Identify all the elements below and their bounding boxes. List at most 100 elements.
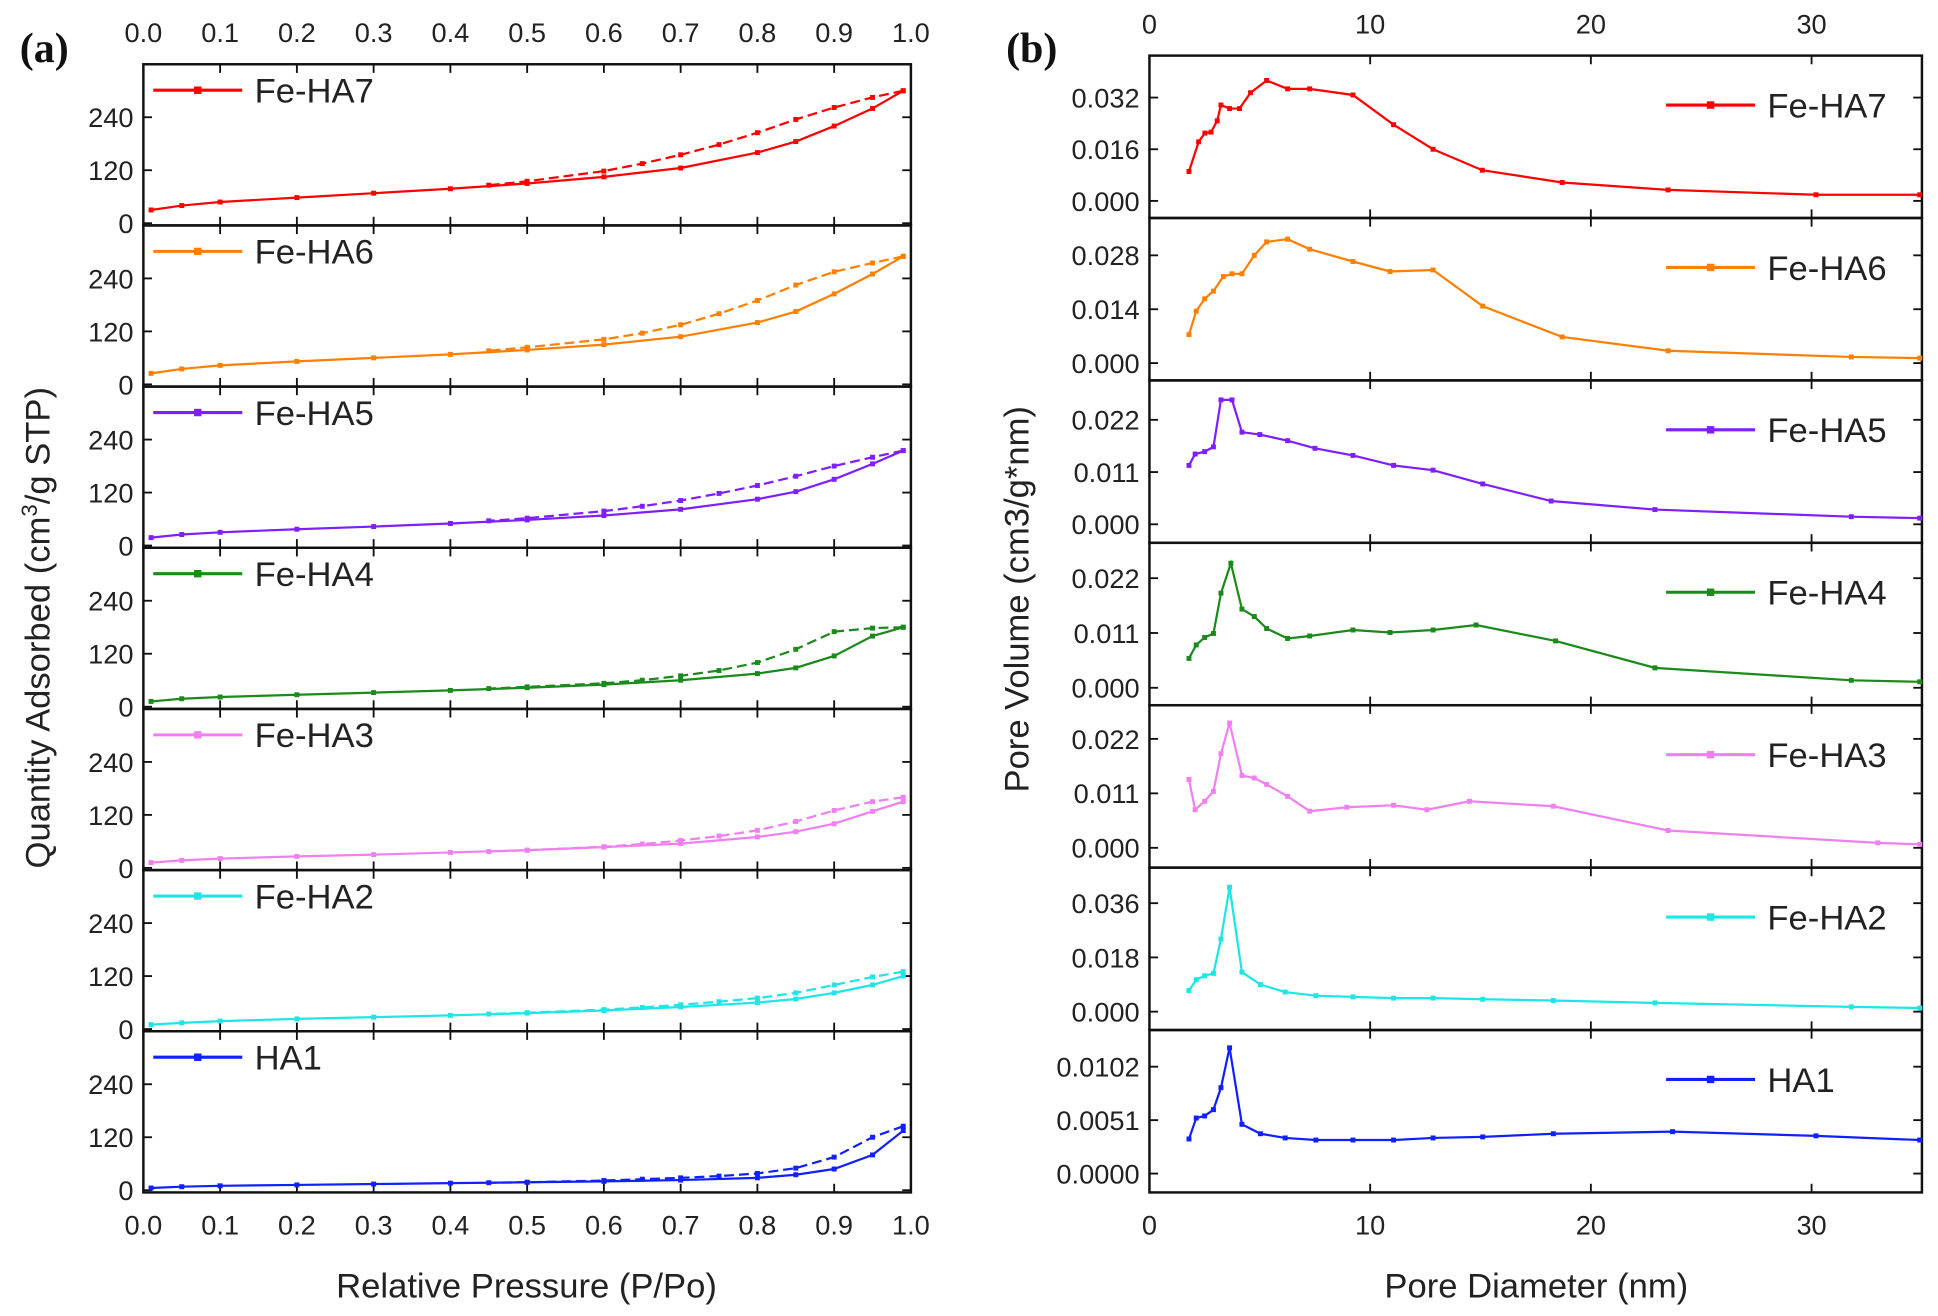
- panel-a-fe-ha7-adsorption-point: [148, 207, 154, 213]
- panel-a-fe-ha4-desorption-point: [900, 624, 906, 630]
- panel-a-fe-ha2-desorption-point: [716, 999, 722, 1005]
- panel-a-fe-ha3-adsorption-point: [447, 849, 453, 855]
- panel-b-fe-ha5-point: [1548, 498, 1554, 504]
- panel-a-y-tick-label: 240: [88, 263, 133, 294]
- panel-b-legend-label-fe-ha6: Fe-HA6: [1767, 250, 1886, 288]
- panel-a-fe-ha4-adsorption-point: [754, 671, 760, 677]
- panel-a-y-tick-label: 240: [88, 747, 133, 778]
- panel-a-fe-ha7-adsorption-point: [601, 174, 607, 180]
- panel-a-fe-ha6-desorption-point: [601, 336, 607, 342]
- panel-b-fe-ha3-point: [1875, 840, 1881, 846]
- panel-b-y-tick-label: 0.0102: [1056, 1052, 1139, 1083]
- panel-b-fe-ha5-point: [1430, 467, 1436, 473]
- panel-b-fe-ha2-point: [1193, 977, 1199, 983]
- panel-a-fe-ha2-desorption-point: [601, 1007, 607, 1013]
- panel-b-fe-ha6-point: [1387, 269, 1393, 274]
- panel-a-fe-ha6-adsorption-point: [371, 355, 377, 361]
- panel-b-fe-ha6-point: [1848, 354, 1854, 360]
- panel-b-ha1-point: [1210, 1107, 1216, 1113]
- panel-a-y-tick-label: 240: [88, 102, 133, 133]
- panel-a-ha1-adsorption-line: [150, 1129, 904, 1190]
- panel-b-ha1-point: [1313, 1137, 1319, 1143]
- panel-b-fe-ha6-point: [1220, 274, 1226, 279]
- panel-b-fe-ha7-point: [1917, 192, 1923, 198]
- panel-b-fe-ha2-point: [1202, 973, 1208, 979]
- panel-a-x-tick-label-bottom: 0.5: [508, 1209, 546, 1240]
- panel-a-fe-ha3-adsorption-point: [870, 808, 876, 814]
- panel-a-fe-ha5-desorption-point: [900, 448, 906, 454]
- panel-a-legend-marker-ha1: [194, 1053, 202, 1061]
- panel-a-fe-ha5-desorption-point: [639, 503, 645, 509]
- panel-a-ha1-adsorption-point: [793, 1172, 799, 1178]
- panel-b-fe-ha6-point: [1210, 288, 1216, 294]
- panel-b-fe-ha5-point: [1312, 445, 1318, 451]
- panel-b-ha1-point: [1391, 1137, 1397, 1143]
- panel-b-fe-ha3-point: [1218, 751, 1224, 757]
- panel-b-fe-ha4-point: [1186, 655, 1192, 661]
- panel-a-fe-ha2-desorption-point: [831, 982, 837, 988]
- panel-b-ha1-point: [1227, 1045, 1233, 1051]
- panel-a-fe-ha5-desorption-point: [793, 473, 799, 479]
- panel-b-fe-ha2-point: [1210, 970, 1216, 976]
- panel-a-ha1-desorption-line: [488, 1125, 904, 1184]
- panel-b-y-tick-label: 0.000: [1072, 833, 1140, 864]
- panel-a-fe-ha4-desorption-line: [488, 626, 904, 690]
- panel-a-fe-ha4-desorption-point: [524, 684, 530, 690]
- panel-a-fe-ha5-adsorption-point: [148, 535, 154, 541]
- panel-b-fe-ha7-point: [1196, 139, 1202, 145]
- panel-a-fe-ha4-desorption-point: [601, 680, 607, 686]
- panel-a-ha1-desorption-point: [870, 1134, 876, 1140]
- panel-a-fe-ha2-desorption-point: [900, 969, 906, 975]
- panel-a-fe-ha3-adsorption-point: [754, 834, 760, 840]
- panel-a-x-tick-label-bottom: 0.6: [585, 1209, 623, 1240]
- panel-a-legend-label-fe-ha4: Fe-HA4: [255, 556, 374, 594]
- panel-a-ha1-desorption-point: [831, 1154, 837, 1160]
- panel-b-y-tick-label: 0.000: [1072, 673, 1140, 704]
- panel-b-fe-ha4-point: [1285, 635, 1291, 641]
- panel-b-fe-ha6-point: [1229, 271, 1235, 277]
- panel-a-y-tick-label: 0: [118, 853, 133, 884]
- panel-b-fe-ha6-point: [1480, 303, 1486, 309]
- panel-b-y-tick-label: 0.022: [1072, 405, 1140, 436]
- panel-a-fe-ha2-adsorption-point: [371, 1014, 377, 1020]
- panel-a-fe-ha2-adsorption-point: [831, 990, 837, 996]
- panel-b-fe-ha7-point: [1307, 86, 1313, 92]
- panel-a-legend-marker-fe-ha2: [194, 892, 202, 900]
- panel-b-ha1-point: [1670, 1129, 1676, 1135]
- panel-a-legend-marker-fe-ha7: [194, 86, 202, 94]
- panel-a-fe-ha4-desorption-point: [716, 668, 722, 673]
- panel-a-fe-ha2-adsorption-point: [793, 996, 799, 1002]
- panel-b-y-tick-label: 0.032: [1072, 82, 1140, 113]
- panel-b-fe-ha6-point: [1193, 308, 1199, 314]
- panel-a-ha1-adsorption-point: [371, 1181, 377, 1187]
- panel-b-fe-ha7-point: [1665, 187, 1671, 193]
- panel-a-fe-ha2-desorption-point: [486, 1011, 492, 1017]
- panel-b-fe-ha5-point: [1186, 462, 1192, 468]
- panel-a-fe-ha6-adsorption-point: [601, 342, 607, 348]
- panel-b-x-tick-label-bottom: 10: [1355, 1209, 1385, 1240]
- panel-a-ha1-desorption-point: [793, 1165, 799, 1171]
- panel-a-fe-ha2-desorption-point: [524, 1010, 530, 1016]
- panel-a-fe-ha6-adsorption-point: [179, 366, 185, 372]
- panel-b-fe-ha4-point: [1218, 590, 1224, 596]
- panel-a-fe-ha7-desorption-point: [524, 178, 530, 184]
- panel-b-y-tick-label: 0.000: [1072, 509, 1140, 540]
- panel-a-x-tick-label-top: 0.4: [431, 17, 469, 48]
- panel-b-fe-ha4-point: [1239, 606, 1245, 612]
- panel-b-ha1-point: [1550, 1131, 1556, 1137]
- panel-b-fe-ha7-point: [1813, 192, 1819, 198]
- panel-a-fe-ha4-adsorption-point: [678, 677, 684, 683]
- panel-b-ha1-point: [1239, 1121, 1245, 1127]
- panel-a-label: (a): [20, 26, 69, 72]
- panel-a-fe-ha2-adsorption-point: [179, 1020, 185, 1026]
- panel-b-label: (b): [1006, 26, 1057, 72]
- panel-b-fe-ha6-point: [1202, 296, 1208, 302]
- panel-b-fe-ha7-point: [1208, 129, 1214, 135]
- panel-a-legend-marker-fe-ha3: [194, 731, 202, 739]
- panel-b-fe-ha2-point: [1227, 884, 1233, 890]
- panel-b-fe-ha3-point: [1264, 781, 1270, 787]
- panel-a-fe-ha3-desorption-point: [524, 847, 530, 853]
- panel-b-fe-ha2-point: [1391, 995, 1397, 1001]
- panel-b-x-tick-label-top: 0: [1142, 8, 1157, 39]
- panel-a-fe-ha7-adsorption-point: [831, 123, 837, 129]
